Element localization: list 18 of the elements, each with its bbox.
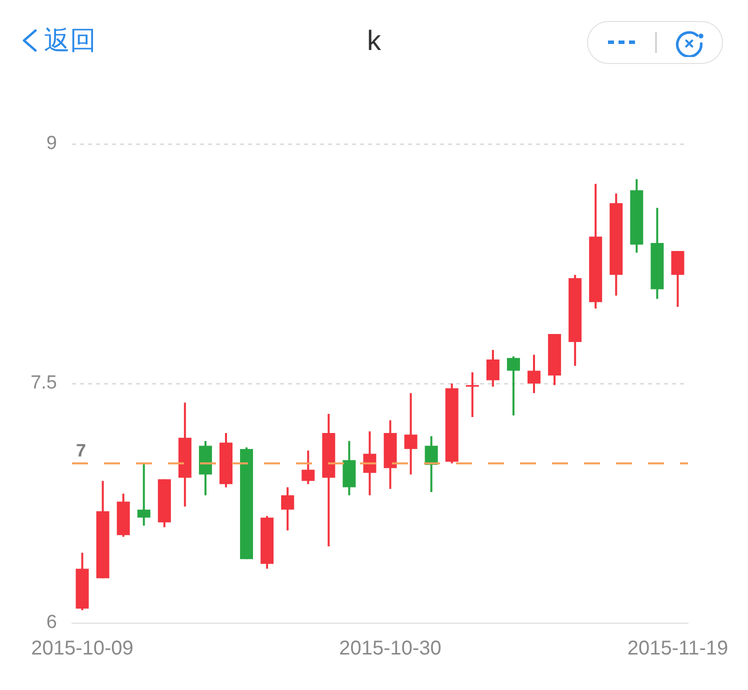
candlestick bbox=[404, 392, 418, 476]
candlestick bbox=[506, 355, 520, 416]
text: 返回 bbox=[44, 24, 96, 57]
x-tick-label: 2015-10-09 bbox=[31, 638, 134, 660]
y-tick-label: 6 bbox=[46, 612, 57, 634]
candlestick bbox=[528, 354, 540, 394]
x-tick-label: 2015-10-30 bbox=[339, 638, 442, 660]
y-tick-label: 9 bbox=[46, 133, 57, 154]
chart-title: k bbox=[367, 25, 381, 56]
x-tick-label: 2015-11-19 bbox=[627, 638, 728, 660]
candlestick bbox=[466, 371, 479, 418]
candlestick bbox=[486, 348, 500, 388]
candlestick bbox=[671, 250, 684, 308]
candlestick bbox=[302, 450, 315, 486]
candlestick bbox=[137, 462, 150, 527]
ref-line-label: 7 bbox=[76, 440, 86, 460]
candlestick bbox=[281, 486, 294, 532]
y-tick-label: 7.5 bbox=[30, 372, 57, 394]
